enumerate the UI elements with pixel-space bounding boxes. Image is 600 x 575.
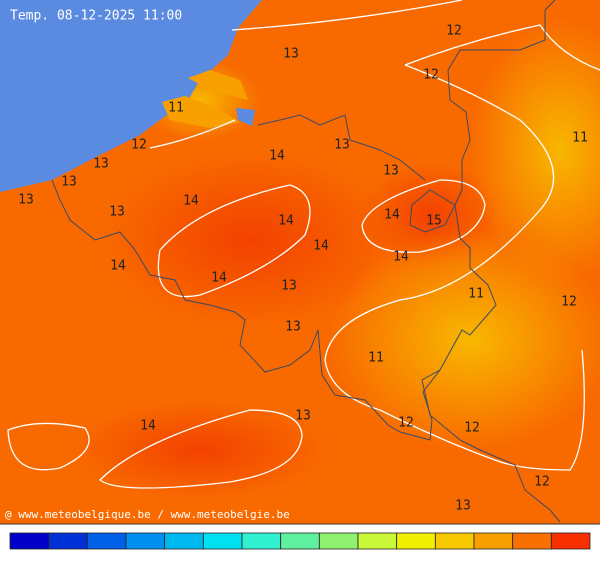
value-label: 14 (384, 208, 400, 223)
estuary (236, 108, 255, 126)
value-label: 14 (183, 194, 199, 209)
value-label: 13 (285, 320, 301, 335)
value-label: 14 (269, 149, 285, 164)
scale-swatch (318, 532, 359, 550)
value-label: 12 (446, 24, 462, 39)
warm-area (70, 400, 330, 500)
value-label: 14 (313, 239, 329, 254)
scale-swatch (125, 532, 166, 550)
scale-swatch (202, 532, 243, 550)
value-label: 13 (334, 138, 350, 153)
value-label: 14 (110, 259, 126, 274)
value-label: 11 (572, 131, 588, 146)
value-label: 15 (426, 214, 442, 229)
border (421, 369, 561, 523)
scale-swatch (512, 532, 552, 550)
scale-swatch (9, 532, 50, 550)
value-label: 14 (393, 250, 409, 265)
warm-area (100, 150, 400, 330)
value-label: 13 (61, 175, 77, 190)
color-scale (9, 532, 591, 550)
value-label: 14 (211, 271, 227, 286)
value-label: 13 (93, 157, 109, 172)
cool-area (470, 20, 600, 280)
cool-area (330, 230, 600, 450)
border (257, 114, 426, 181)
value-label: 12 (561, 295, 577, 310)
sea (0, 0, 262, 192)
scale-swatch (164, 532, 204, 550)
contour (157, 184, 311, 298)
value-label: 13 (18, 193, 34, 208)
scale-swatch (241, 532, 282, 550)
value-label: 13 (383, 164, 399, 179)
contour (149, 119, 236, 149)
scale-swatch (473, 532, 514, 550)
island (188, 70, 248, 100)
island (162, 96, 240, 128)
value-label: 12 (464, 421, 480, 436)
contour (99, 409, 303, 489)
scale-swatch (48, 532, 88, 550)
contour (404, 24, 600, 71)
value-label: 12 (423, 68, 439, 83)
value-label: 11 (368, 351, 384, 366)
value-label: 12 (398, 416, 414, 431)
value-label: 14 (140, 419, 156, 434)
scale-swatch (357, 532, 398, 550)
value-label: 11 (168, 101, 184, 116)
title: Temp. 08-12-2025 11:00 (10, 9, 182, 24)
contour (324, 64, 585, 471)
value-label: 12 (131, 138, 147, 153)
scale-swatch (86, 532, 127, 550)
value-labels: 12 13 12 11 11 12 13 14 13 13 13 13 14 13 14 14 15 14 14 14… (18, 24, 588, 514)
scale-swatch (550, 532, 591, 550)
value-label: 11 (468, 287, 484, 302)
value-label: 13 (455, 499, 471, 514)
value-label: 13 (283, 47, 299, 62)
border (409, 189, 456, 233)
scale-swatch (434, 532, 475, 550)
contour (361, 179, 486, 253)
map-area (0, 0, 600, 525)
value-label: 14 (278, 214, 294, 229)
value-label: 12 (534, 475, 550, 490)
value-label: 13 (295, 409, 311, 424)
credit: @ www.meteobelgique.be / www.meteobelgie… (5, 508, 290, 521)
contour (7, 422, 90, 471)
scale-swatch (396, 532, 436, 550)
value-label: 13 (281, 279, 297, 294)
value-label: 13 (109, 205, 125, 220)
scale-swatch (280, 532, 320, 550)
border (51, 0, 556, 441)
contour (231, 0, 463, 31)
